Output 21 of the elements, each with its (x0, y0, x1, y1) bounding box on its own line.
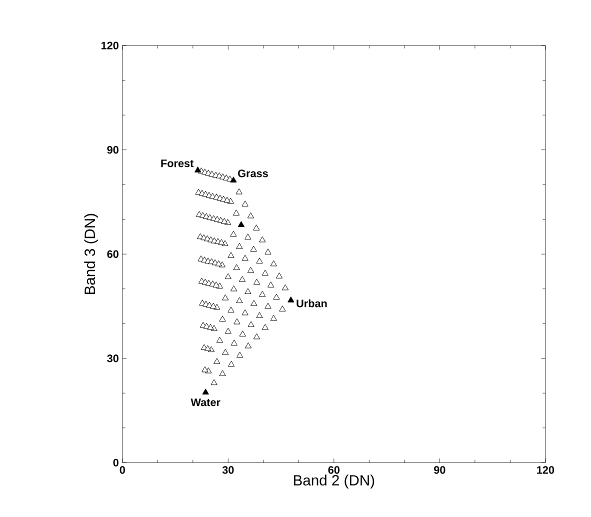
y-tick-label: 120 (101, 42, 118, 50)
y-tick-label: 90 (107, 146, 118, 154)
annotation: Grass (238, 170, 268, 178)
x-tick-label: 60 (328, 466, 340, 474)
x-tick-label: 90 (434, 466, 446, 474)
point (230, 176, 237, 182)
y-tick-label: 30 (107, 354, 118, 362)
point (238, 221, 245, 227)
x-tick-label: 120 (537, 466, 554, 474)
annotation: Water (190, 398, 220, 406)
point (194, 166, 202, 172)
y-tick-label: 60 (107, 250, 118, 258)
point (288, 296, 294, 302)
x-tick-label: 0 (120, 466, 125, 474)
y-tick-label: 0 (113, 458, 118, 466)
x-tick-label: 30 (222, 466, 234, 474)
annotation: Forest (161, 160, 194, 168)
y-axis-title: Band 3 (DN) (84, 214, 98, 294)
annotation: Urban (296, 299, 327, 308)
x-axis-title: Band 2 (DN) (294, 474, 374, 488)
point (202, 388, 209, 394)
